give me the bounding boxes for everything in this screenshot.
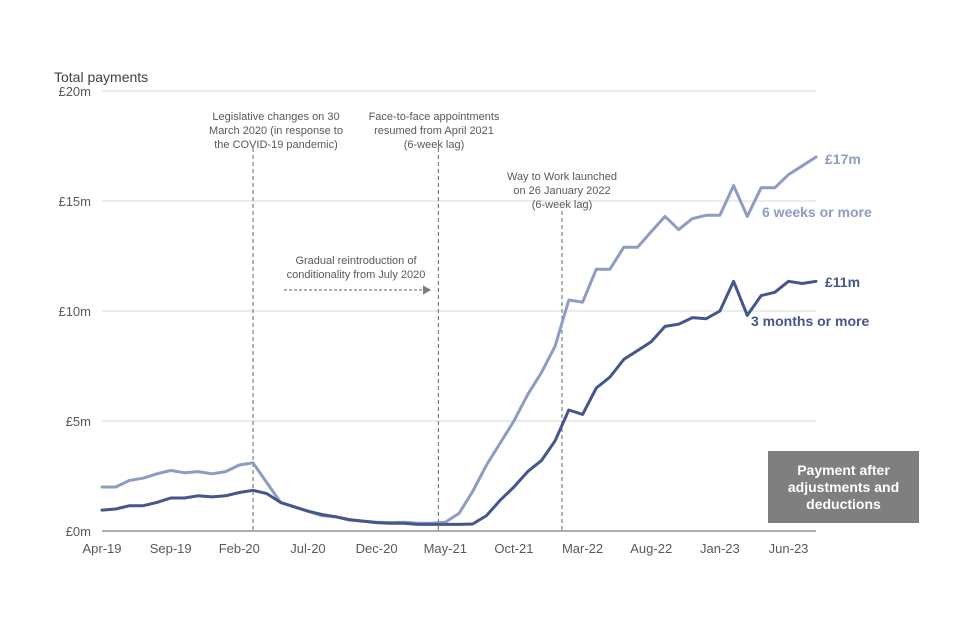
x-tick-label: Apr-19 — [82, 541, 121, 556]
annotation-way-to-work: (6-week lag) — [532, 199, 593, 211]
annotation-legislative: Legislative changes on 30 — [212, 111, 339, 123]
y-tick-label: £15m — [58, 194, 91, 209]
event-lines — [252, 148, 563, 531]
series-label-6-weeks: 6 weeks or more — [762, 204, 872, 220]
y-tick-label: £20m — [58, 84, 91, 99]
payment-note-box: Payment after adjustments and deductions — [768, 451, 919, 523]
gridlines — [102, 90, 816, 532]
annotation-gradual: conditionality from July 2020 — [287, 269, 426, 281]
x-tick-label: Mar-22 — [562, 541, 603, 556]
x-axis-ticks: Apr-19 Sep-19 Feb-20 Jul-20 Dec-20 May-21 Oct-… — [82, 541, 808, 556]
payment-note-text: Payment after adjustments and deductions — [787, 461, 900, 512]
series-line-6-weeks — [100, 155, 818, 525]
y-axis-label: Total payments — [54, 69, 148, 85]
annotation-way-to-work: on 26 January 2022 — [513, 185, 610, 197]
x-tick-label: Jul-20 — [290, 541, 325, 556]
annotation-face-to-face: (6-week lag) — [404, 139, 465, 151]
annotation-face-to-face: resumed from April 2021 — [374, 125, 494, 137]
y-axis-ticks: £0m £5m £10m £15m £20m — [58, 84, 91, 539]
x-tick-label: Jun-23 — [769, 541, 809, 556]
x-tick-label: Jan-23 — [700, 541, 740, 556]
y-tick-label: £5m — [66, 414, 91, 429]
annotation-way-to-work: Way to Work launched — [507, 171, 617, 183]
y-tick-label: £10m — [58, 304, 91, 319]
series-line-3-months — [100, 279, 818, 526]
x-tick-label: Oct-21 — [494, 541, 533, 556]
series-lines — [100, 155, 818, 526]
end-label-6-weeks: £17m — [825, 151, 861, 167]
annotation-legislative: the COVID-19 pandemic) — [214, 139, 338, 151]
x-tick-label: Sep-19 — [150, 541, 192, 556]
end-label-3-months: £11m — [825, 274, 860, 290]
x-tick-label: Dec-20 — [356, 541, 398, 556]
annotations: Legislative changes on 30 March 2020 (in … — [209, 111, 617, 281]
y-tick-label: £0m — [66, 524, 91, 539]
x-tick-label: Feb-20 — [219, 541, 260, 556]
series-label-3-months: 3 months or more — [751, 313, 869, 329]
annotation-legislative: March 2020 (in response to — [209, 125, 343, 137]
x-tick-label: May-21 — [424, 541, 467, 556]
annotation-face-to-face: Face-to-face appointments — [369, 111, 500, 123]
x-tick-label: Aug-22 — [630, 541, 672, 556]
annotation-gradual: Gradual reintroduction of — [295, 255, 417, 267]
